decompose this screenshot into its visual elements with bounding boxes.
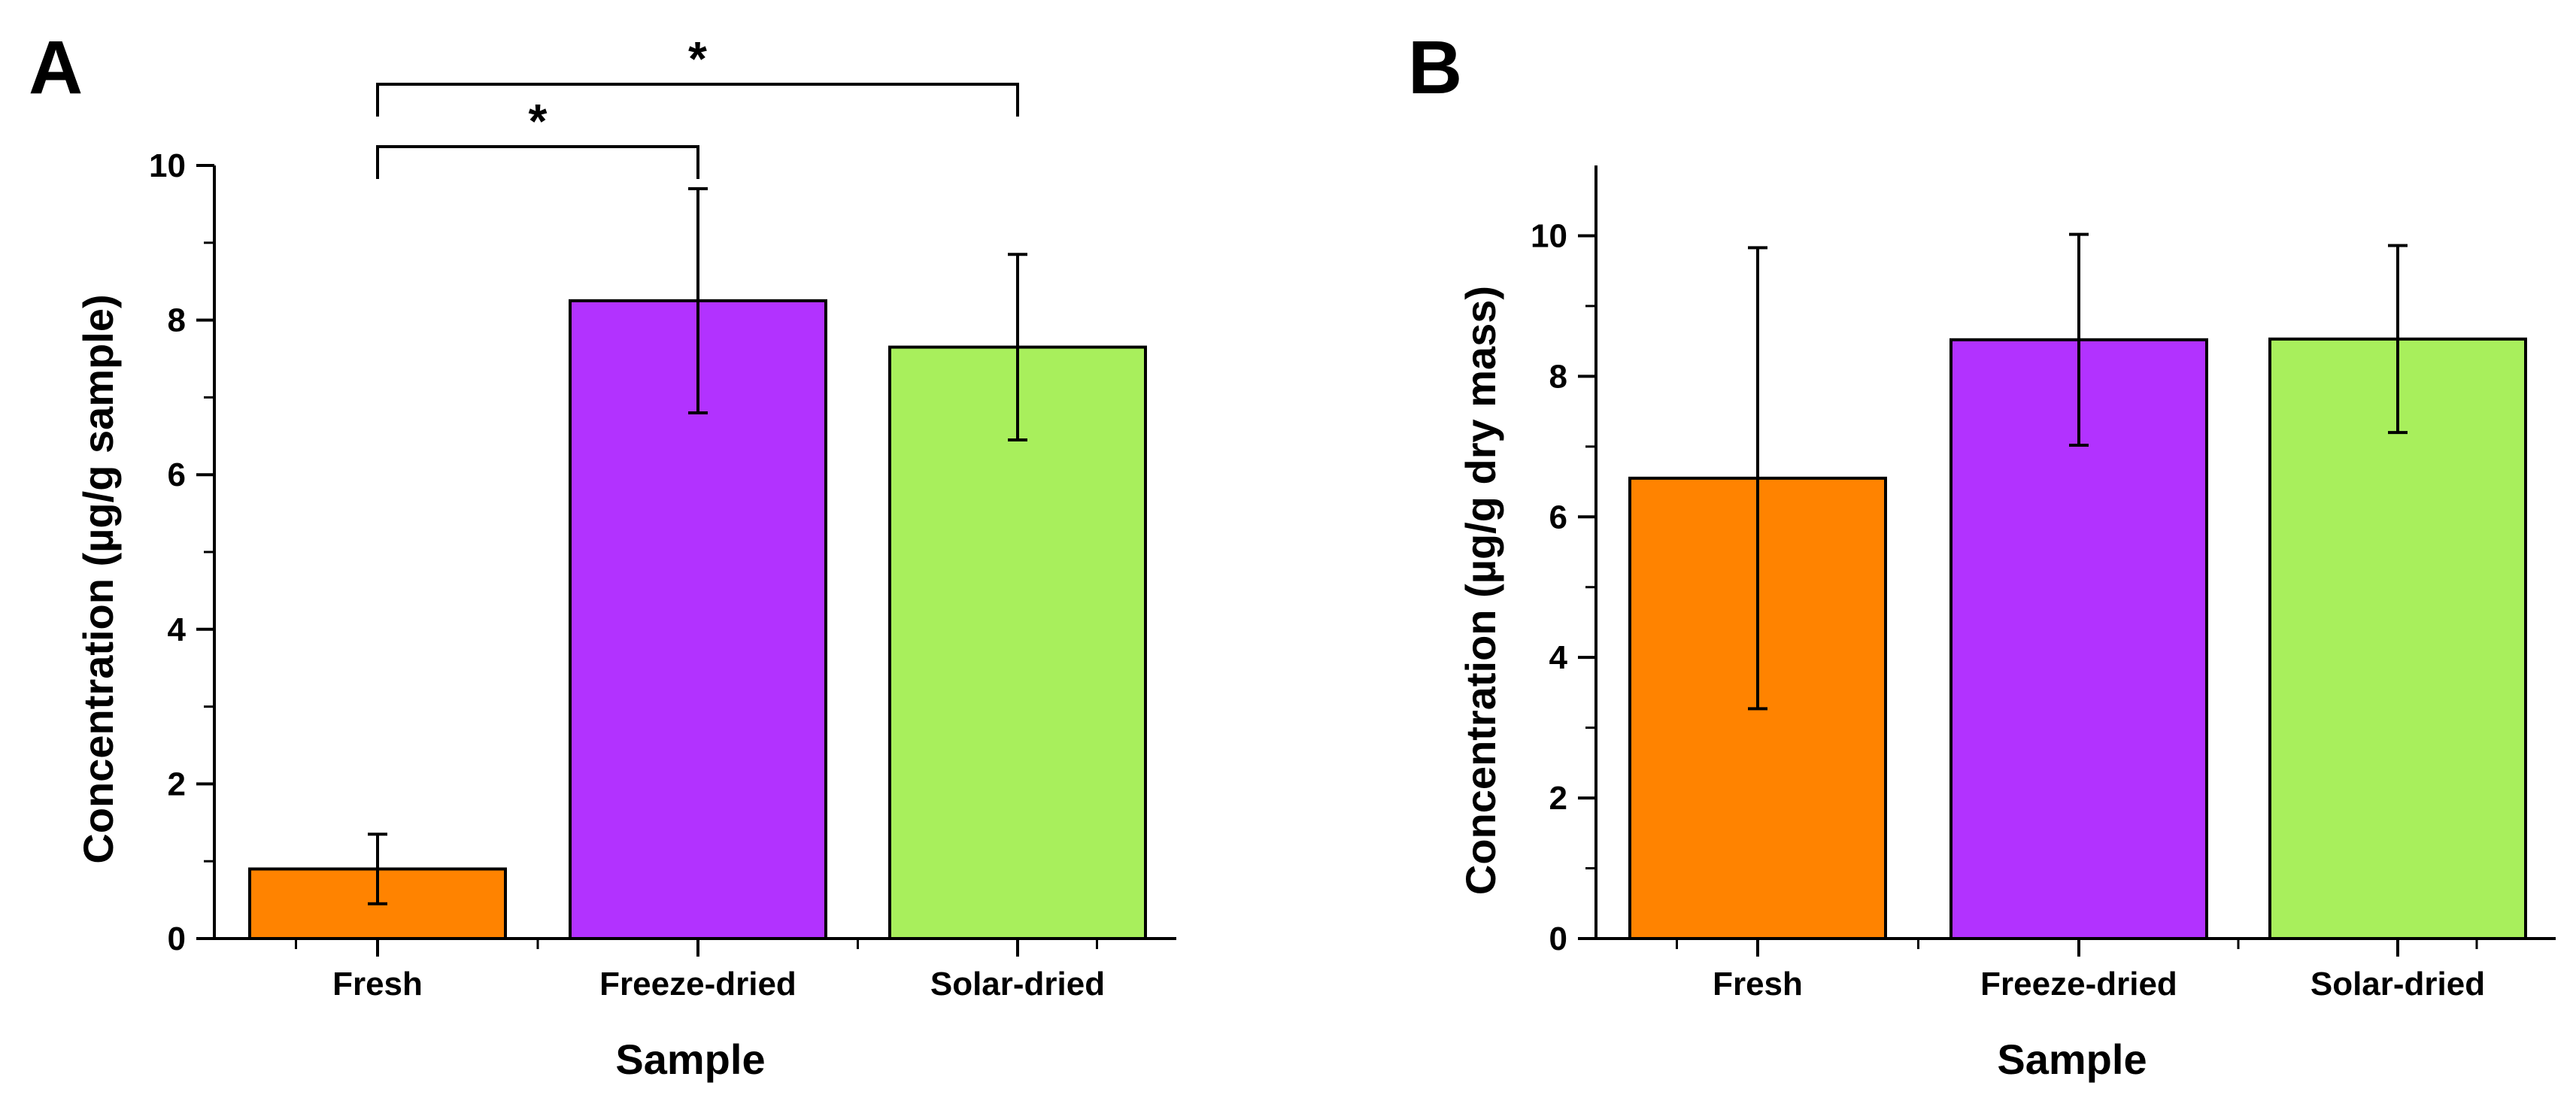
y-tick-label: 4 xyxy=(168,611,187,648)
y-tick-label: 8 xyxy=(168,302,186,339)
error-bar-freeze-dried xyxy=(688,187,708,414)
y-ticks-a: 0 2 4 6 8 10 xyxy=(149,147,186,957)
x-ticks-b: Fresh Freeze-dried Solar-dried xyxy=(1713,966,2485,1002)
significance-label: * xyxy=(529,94,548,148)
error-bars-b xyxy=(1748,232,2408,711)
axes-a xyxy=(196,164,1176,957)
chart-panel-b: B 0 2 4 6 8 10 Fresh Freeze-dried Solar-dried C… xyxy=(1408,26,2556,1083)
y-tick-label: 4 xyxy=(1549,639,1568,676)
x-axis-title-a: Sample xyxy=(615,1036,765,1083)
panel-label-a: A xyxy=(29,26,83,110)
x-ticks-a: Fresh Freeze-dried Solar-dried xyxy=(332,966,1105,1002)
y-tick-label: 10 xyxy=(1531,217,1567,254)
y-tick-label: 0 xyxy=(1549,921,1567,957)
x-tick-label: Fresh xyxy=(332,966,423,1002)
significance-bracket: * xyxy=(376,94,699,179)
x-tick-label: Freeze-dried xyxy=(1980,966,2177,1002)
y-ticks-b: 0 2 4 6 8 10 xyxy=(1531,217,1567,957)
x-axis-title-b: Sample xyxy=(1997,1036,2147,1083)
y-tick-label: 8 xyxy=(1549,358,1567,395)
x-tick-label: Fresh xyxy=(1713,966,1803,1002)
chart-panel-a: A 0 2 4 6 8 10 Fresh Freeze-dried Solar-dried *… xyxy=(29,26,1176,1083)
panel-label-b: B xyxy=(1408,26,1462,110)
bracket-line xyxy=(376,83,1019,117)
y-tick-label: 2 xyxy=(168,766,186,802)
bracket-line xyxy=(376,145,699,179)
y-tick-label: 2 xyxy=(1549,780,1567,817)
y-tick-label: 10 xyxy=(149,147,186,184)
y-axis-title-a: Concentration (µg/g sample) xyxy=(74,294,122,863)
significance-brackets-a: ** xyxy=(376,32,1019,179)
x-tick-label: Freeze-dried xyxy=(599,966,796,1002)
error-bar-freeze-dried xyxy=(2069,232,2089,447)
error-bar-solar-dried xyxy=(1008,253,1027,441)
significance-label: * xyxy=(688,32,707,86)
bar-solar-dried xyxy=(2268,337,2527,941)
significance-bracket: * xyxy=(376,32,1019,117)
error-bar-solar-dried xyxy=(2388,244,2408,435)
y-tick-label: 6 xyxy=(168,456,186,493)
y-tick-label: 0 xyxy=(168,921,186,957)
y-tick-label: 6 xyxy=(1549,499,1567,535)
axes-b xyxy=(1578,165,2556,957)
error-bars-a xyxy=(368,187,1027,905)
error-bar-fresh xyxy=(368,833,387,905)
y-axis-title-b: Concentration (µg/g dry mass) xyxy=(1457,286,1504,895)
error-bar-fresh xyxy=(1748,246,1767,711)
x-tick-label: Solar-dried xyxy=(2311,966,2485,1002)
x-tick-label: Solar-dried xyxy=(930,966,1105,1002)
